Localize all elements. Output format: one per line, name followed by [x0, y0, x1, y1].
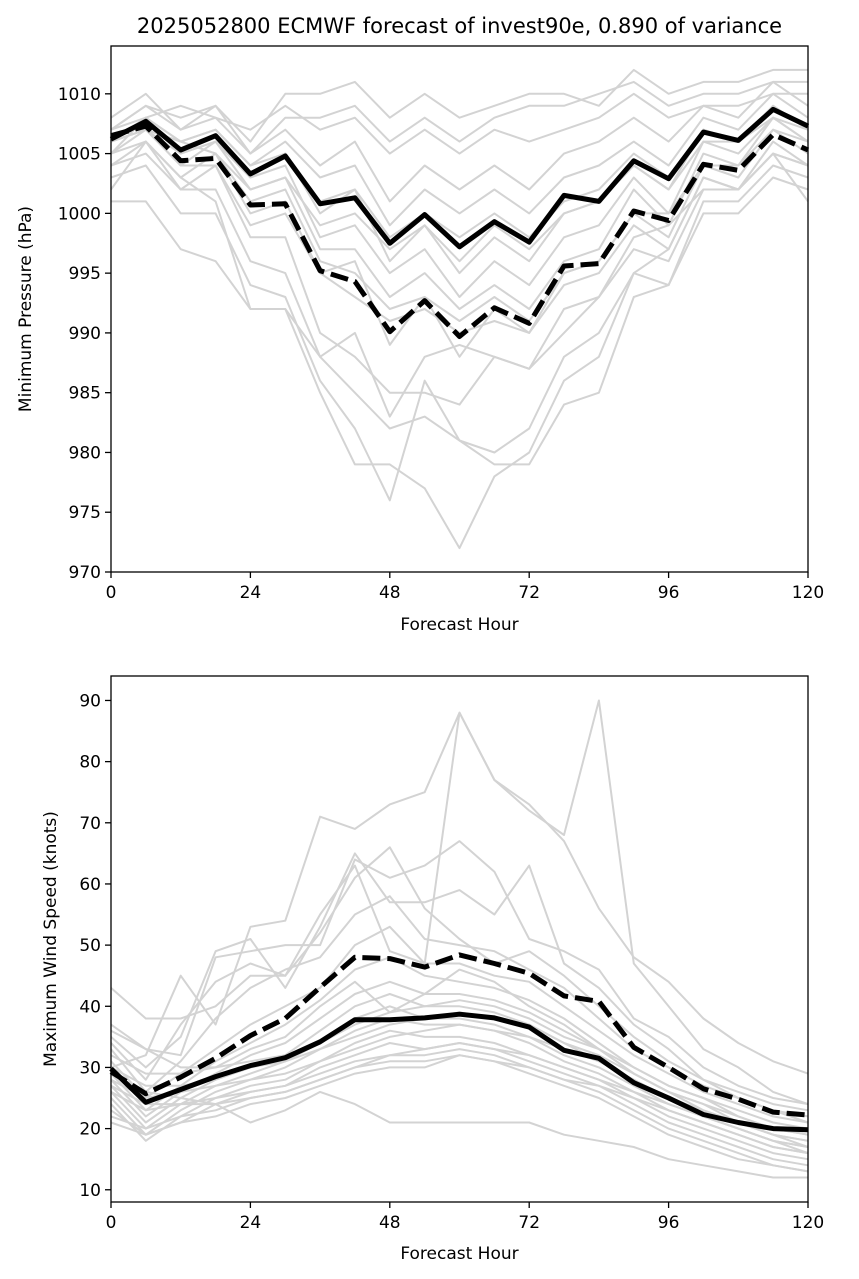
ensemble-member-line: [110, 80, 809, 203]
y-tick-label: 1010: [58, 85, 101, 105]
x-tick-label: 48: [379, 1213, 401, 1233]
ensemble-member-line: [110, 840, 809, 1106]
x-tick-label: 120: [792, 583, 824, 603]
x-axis-label: Forecast Hour: [400, 1244, 518, 1264]
y-tick-label: 10: [79, 1181, 101, 1201]
ensemble-member-line: [110, 1029, 809, 1161]
y-tick-label: 995: [69, 264, 101, 284]
x-tick-label: 48: [379, 583, 401, 603]
y-tick-label: 80: [79, 753, 101, 773]
x-tick-label: 72: [518, 1213, 540, 1233]
ensemble-member-line: [110, 68, 808, 143]
y-tick-label: 60: [79, 875, 101, 895]
ensemble-member-line: [110, 925, 809, 1124]
wind-panel: 0 24 48 72 96 120 10 20 30 40 50 60 70 80 90 Forecast …: [41, 675, 824, 1264]
ensemble-member-line: [110, 895, 809, 1124]
y-tick-label: 985: [69, 384, 101, 404]
mean-lines: [109, 952, 809, 1133]
x-tick-label: 72: [518, 583, 540, 603]
ensemble-member-line: [110, 846, 809, 1112]
axis-ticks: 0 24 48 72 96 120 970 975 980 985 990 995 1000 1005 10…: [58, 85, 824, 603]
ensemble-member-line: [110, 116, 809, 310]
ensemble-member-line: [110, 1054, 809, 1155]
solid-series-line: [109, 106, 810, 250]
y-axis-label: Minimum Pressure (hPa): [16, 206, 36, 412]
y-axis-label: Maximum Wind Speed (knots): [41, 811, 61, 1067]
y-tick-label: 970: [69, 563, 101, 583]
plot-frame: [110, 675, 809, 1203]
ensemble-member-line: [110, 968, 809, 1142]
ensemble-member-line: [110, 128, 809, 406]
y-tick-label: 1000: [58, 204, 101, 224]
x-tick-label: 96: [658, 1213, 680, 1233]
y-tick-label: 50: [79, 936, 101, 956]
y-tick-label: 975: [69, 503, 101, 523]
y-tick-label: 30: [79, 1058, 101, 1078]
ensemble-member-line: [110, 92, 808, 155]
x-tick-label: 24: [240, 1213, 262, 1233]
ensemble-member-line: [110, 104, 809, 239]
axis-ticks: 0 24 48 72 96 120 10 20 30 40 50 60 70 80 90: [79, 691, 824, 1233]
ensemble-member-line: [111, 152, 809, 418]
x-tick-label: 0: [106, 583, 117, 603]
pressure-panel: 2025052800 ECMWF forecast of invest90e, …: [16, 14, 824, 635]
x-tick-label: 120: [792, 1213, 824, 1233]
plot-frame: [110, 45, 809, 573]
ensemble-member-line: [110, 1084, 808, 1179]
x-tick-label: 0: [106, 1213, 117, 1233]
y-tick-label: 20: [79, 1120, 101, 1140]
y-tick-label: 1005: [58, 145, 101, 165]
ensemble-member-line: [110, 152, 809, 454]
dashed-series-line: [109, 952, 809, 1118]
x-tick-label: 96: [658, 583, 680, 603]
y-tick-label: 980: [69, 443, 101, 463]
ensemble-member-line: [110, 852, 809, 1118]
ensemble-member-line: [110, 999, 809, 1136]
x-tick-label: 24: [240, 583, 262, 603]
ensemble-member-line: [110, 128, 809, 322]
y-tick-label: 40: [79, 997, 101, 1017]
ensemble-member-line: [110, 116, 809, 298]
ensemble-member-line: [110, 1048, 809, 1173]
ensemble-lines: [110, 68, 809, 550]
chart-title: 2025052800 ECMWF forecast of invest90e, …: [137, 14, 782, 38]
y-tick-label: 70: [79, 814, 101, 834]
ensemble-member-line: [110, 1042, 809, 1148]
ensemble-member-line: [110, 699, 809, 1106]
dashed-series-line: [110, 123, 810, 339]
mean-lines: [109, 106, 810, 339]
solid-series-line: [109, 1011, 809, 1133]
ensemble-lines: [110, 699, 809, 1179]
y-tick-label: 990: [69, 324, 101, 344]
x-axis-label: Forecast Hour: [400, 615, 518, 635]
ensemble-member-line: [110, 92, 809, 227]
ensemble-member-line: [110, 116, 809, 263]
y-tick-label: 90: [79, 691, 101, 711]
